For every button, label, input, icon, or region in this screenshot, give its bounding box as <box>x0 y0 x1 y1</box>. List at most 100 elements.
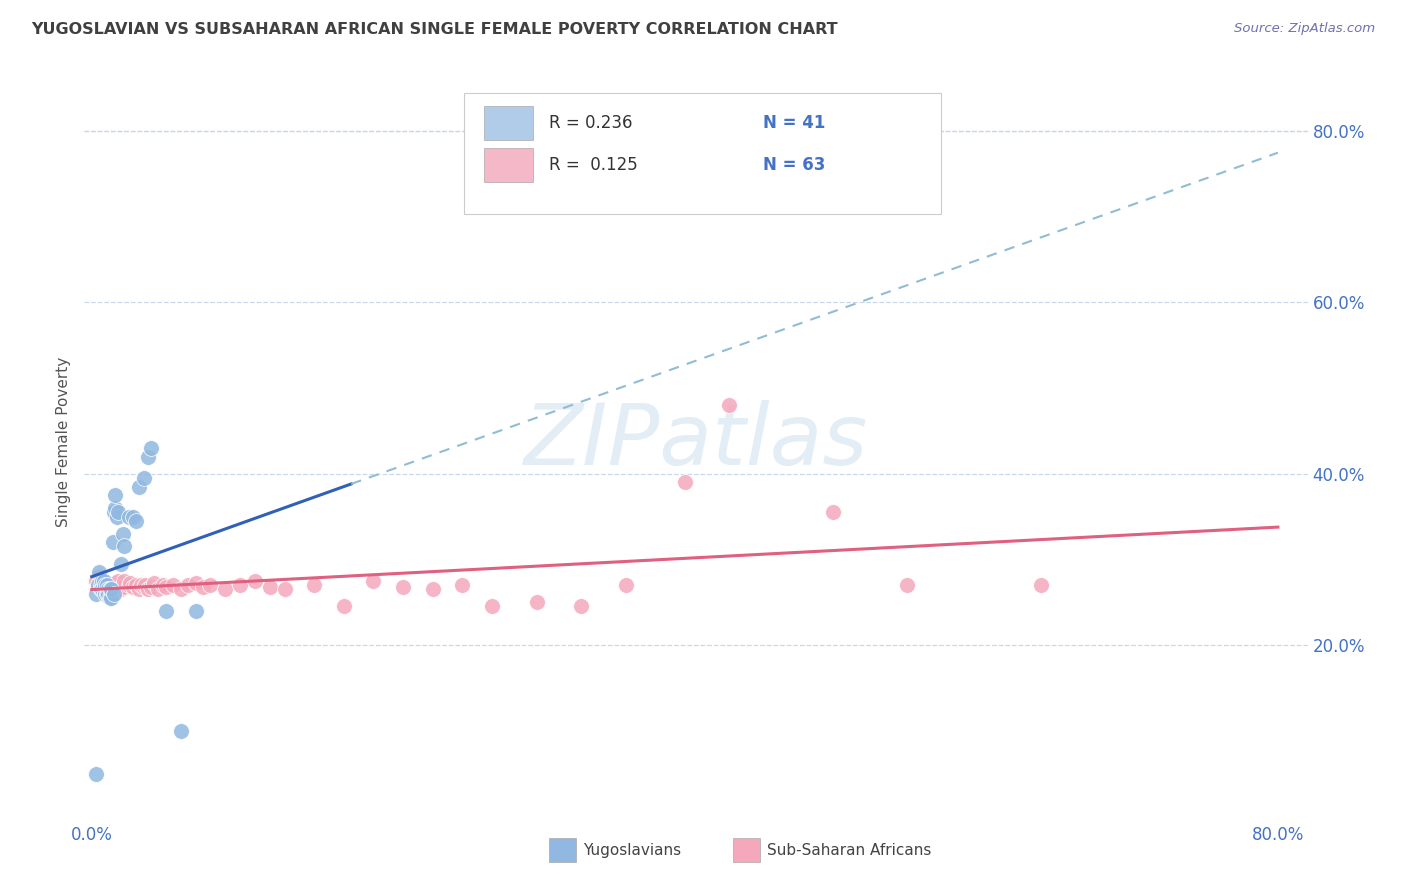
Point <box>273 582 295 597</box>
Point <box>100 582 122 597</box>
Point <box>136 582 159 597</box>
Text: ZIPatlas: ZIPatlas <box>524 400 868 483</box>
Point <box>1029 578 1052 592</box>
Text: N = 63: N = 63 <box>763 156 825 174</box>
Point <box>91 582 114 597</box>
FancyBboxPatch shape <box>484 106 533 140</box>
Point <box>155 580 177 594</box>
Point <box>96 582 118 597</box>
Point <box>392 580 415 594</box>
FancyBboxPatch shape <box>484 148 533 182</box>
Point <box>112 540 135 554</box>
Point <box>302 578 325 592</box>
Point <box>170 723 193 738</box>
Point <box>93 586 115 600</box>
Text: Yugoslavians: Yugoslavians <box>583 843 682 858</box>
Point <box>162 578 184 592</box>
Point <box>191 580 214 594</box>
Point <box>422 582 444 597</box>
Point <box>134 578 156 592</box>
Point <box>128 479 150 493</box>
Point <box>148 582 170 597</box>
Point <box>104 488 127 502</box>
Point <box>84 766 107 780</box>
Point <box>90 580 112 594</box>
Point <box>96 576 118 591</box>
Point <box>111 580 134 594</box>
Point <box>98 582 121 597</box>
Text: YUGOSLAVIAN VS SUBSAHARAN AFRICAN SINGLE FEMALE POVERTY CORRELATION CHART: YUGOSLAVIAN VS SUBSAHARAN AFRICAN SINGLE… <box>31 22 838 37</box>
Point <box>97 578 120 592</box>
Point <box>94 586 117 600</box>
Text: Sub-Saharan Africans: Sub-Saharan Africans <box>766 843 931 858</box>
Point <box>107 505 129 519</box>
Point <box>110 582 132 597</box>
Point <box>93 574 115 588</box>
Point <box>143 576 166 591</box>
Point <box>673 475 696 490</box>
Point <box>214 582 236 597</box>
Point <box>90 582 112 597</box>
Point <box>120 576 142 591</box>
Point <box>104 500 127 515</box>
Point <box>91 574 114 588</box>
Point <box>105 509 128 524</box>
Point <box>451 578 474 592</box>
Point <box>333 599 356 614</box>
Point <box>98 591 121 605</box>
Point <box>132 580 155 594</box>
Point <box>896 578 918 592</box>
Point <box>139 441 162 455</box>
Point <box>118 509 141 524</box>
Point <box>93 578 115 592</box>
Point <box>184 604 207 618</box>
Point <box>125 578 148 592</box>
FancyBboxPatch shape <box>550 838 576 863</box>
Point <box>110 557 132 571</box>
Point <box>84 586 107 600</box>
Point <box>152 578 174 592</box>
Point <box>569 599 592 614</box>
Point <box>94 578 117 592</box>
Point <box>89 565 111 579</box>
Point <box>363 574 385 588</box>
FancyBboxPatch shape <box>464 93 941 214</box>
Point <box>526 595 548 609</box>
Point <box>823 505 845 519</box>
Point <box>103 586 125 600</box>
Point <box>259 580 281 594</box>
Point <box>105 578 128 592</box>
Point <box>103 576 125 591</box>
Point <box>243 574 266 588</box>
Point <box>122 580 145 594</box>
Point <box>155 604 177 618</box>
Point <box>200 578 222 592</box>
Point <box>136 450 159 464</box>
Point <box>107 574 129 588</box>
Point <box>100 582 122 597</box>
Point <box>125 514 148 528</box>
Point <box>98 580 121 594</box>
Point <box>96 586 118 600</box>
Point <box>90 578 112 592</box>
Point <box>718 398 741 412</box>
Point <box>97 586 120 600</box>
Point <box>614 578 637 592</box>
Point <box>229 578 252 592</box>
Point <box>184 576 207 591</box>
Point <box>93 582 115 597</box>
Point <box>177 578 200 592</box>
Point <box>94 580 117 594</box>
Point <box>103 505 125 519</box>
Point <box>129 578 152 592</box>
Point <box>111 526 134 541</box>
Text: Source: ZipAtlas.com: Source: ZipAtlas.com <box>1234 22 1375 36</box>
Point <box>86 578 108 592</box>
Point <box>122 509 145 524</box>
Point <box>118 578 141 592</box>
FancyBboxPatch shape <box>733 838 759 863</box>
Point <box>139 580 162 594</box>
Point <box>96 582 118 597</box>
Point <box>96 578 118 592</box>
Point <box>128 582 150 597</box>
